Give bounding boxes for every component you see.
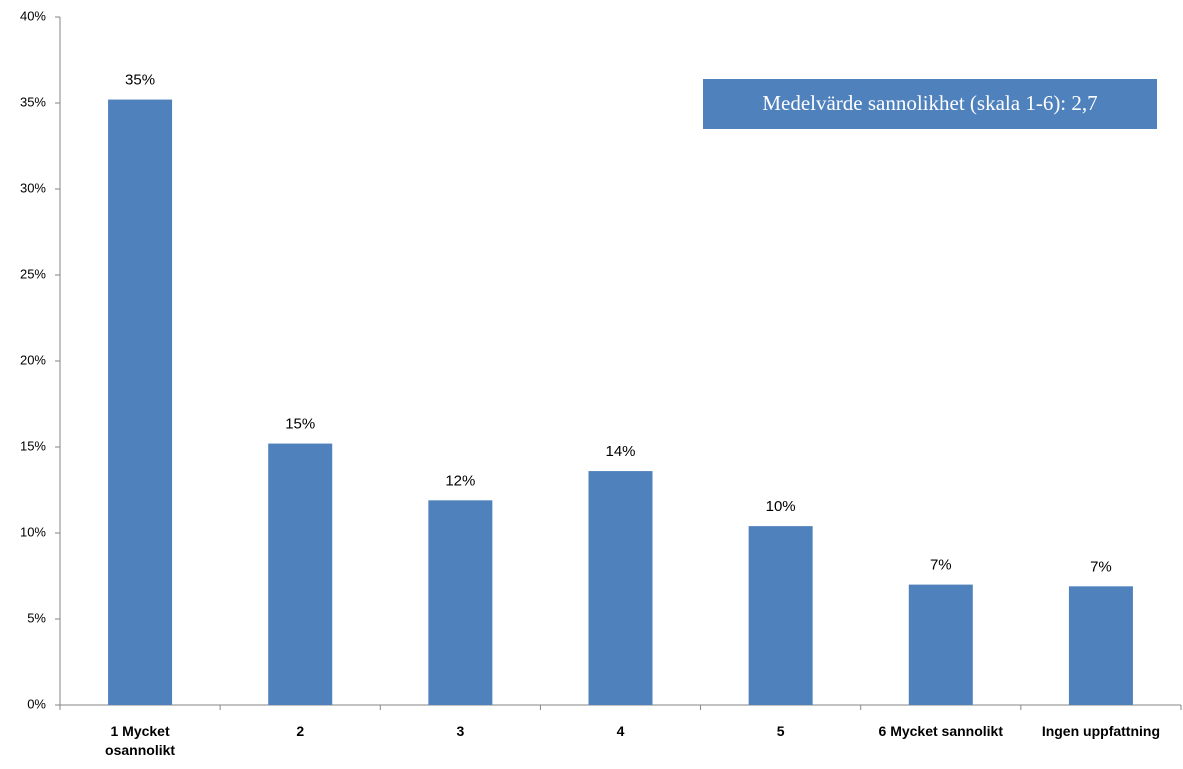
y-tick-label: 20%: [20, 352, 46, 367]
y-tick-label: 30%: [20, 180, 46, 195]
bar: [108, 99, 173, 705]
y-tick-label: 35%: [20, 94, 46, 109]
value-label: 15%: [285, 416, 315, 433]
x-tick-label: Ingen uppfattning: [1041, 723, 1161, 739]
bar: [1068, 586, 1133, 705]
value-label: 35%: [125, 72, 155, 89]
value-label: 7%: [1090, 558, 1112, 575]
bar: [428, 500, 493, 705]
value-label: 7%: [930, 557, 952, 574]
y-tick-label: 0%: [27, 696, 46, 711]
y-tick-label: 10%: [20, 524, 46, 539]
x-tick-label: 5: [776, 723, 785, 739]
y-tick-label: 5%: [27, 610, 46, 625]
bar: [268, 443, 333, 705]
y-tick-label: 25%: [20, 266, 46, 281]
y-tick-label: 15%: [20, 438, 46, 453]
value-label: 14%: [605, 443, 635, 460]
x-tick-label: 6 Mycket sannolikt: [878, 723, 1004, 739]
annotation: Medelvärde sannolikhet (skala 1-6): 2,7: [762, 91, 1097, 115]
bar: [748, 526, 813, 705]
x-tick-label: 4: [616, 723, 625, 739]
y-tick-label: 40%: [20, 8, 46, 23]
value-label: 10%: [766, 498, 796, 515]
bar: [588, 471, 653, 705]
x-tick-label: 3: [456, 723, 465, 739]
x-tick-label: 2: [296, 723, 305, 739]
bar: [908, 584, 973, 705]
x-tick-label: 1 Mycket osannolikt: [105, 723, 176, 758]
value-label: 12%: [445, 472, 475, 489]
annotation-box: [703, 79, 1157, 129]
